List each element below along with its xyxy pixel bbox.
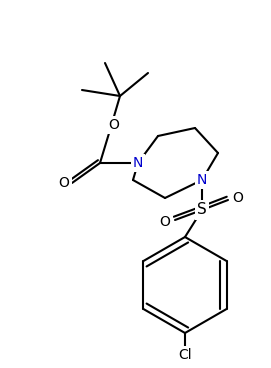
Text: O: O	[59, 176, 69, 190]
Text: S: S	[197, 202, 207, 217]
Text: O: O	[109, 118, 120, 132]
Text: O: O	[160, 215, 170, 229]
Text: Cl: Cl	[178, 348, 192, 362]
Text: N: N	[197, 173, 207, 187]
Text: N: N	[133, 156, 143, 170]
Text: O: O	[233, 191, 243, 205]
